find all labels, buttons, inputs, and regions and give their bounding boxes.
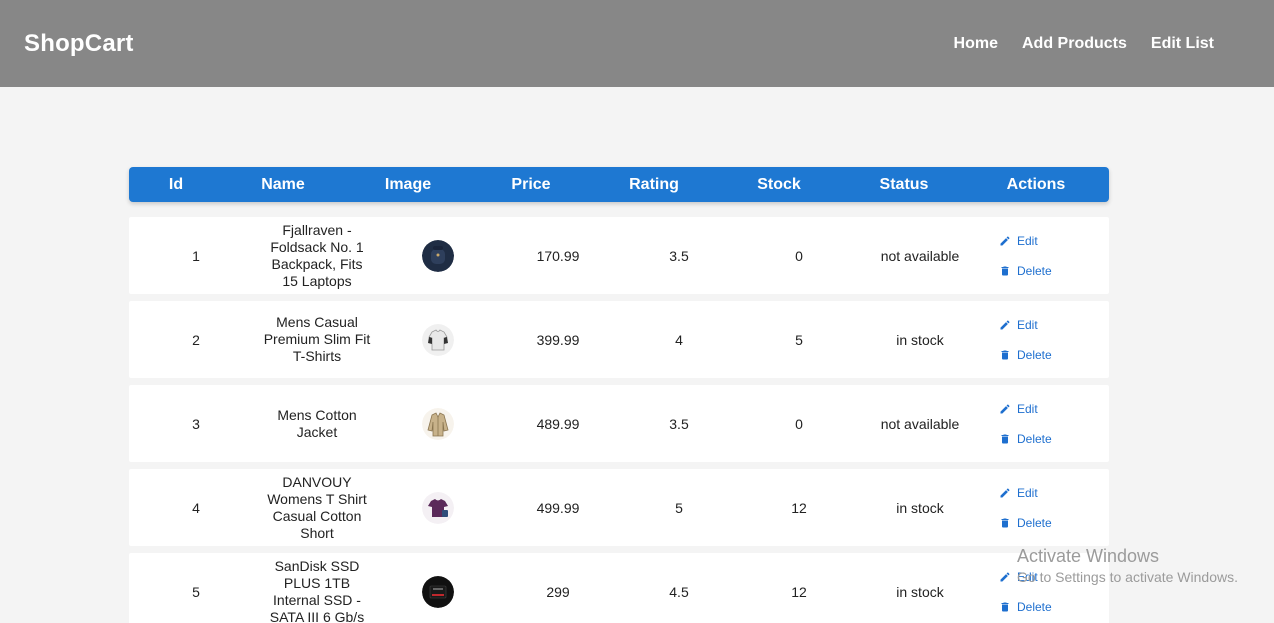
cell-id: 4 <box>192 499 200 516</box>
table-row: 4 DANVOUY Womens T Shirt Casual Cotton S… <box>129 469 1109 546</box>
trash-icon <box>1001 602 1009 611</box>
header-name: Name <box>261 175 305 193</box>
cell-status: not available <box>880 415 960 432</box>
cell-image <box>371 323 505 356</box>
delete-button[interactable]: Delete <box>999 600 1109 614</box>
delete-label: Delete <box>1017 431 1052 446</box>
cell-stock: 5 <box>795 331 803 348</box>
edit-button[interactable]: Edit <box>999 402 1109 416</box>
cell-stock: 12 <box>791 499 807 516</box>
cell-name: DANVOUY Womens T Shirt Casual Cotton Sho… <box>267 473 367 541</box>
trash-icon <box>1001 518 1009 527</box>
cell-price: 170.99 <box>536 247 580 264</box>
edit-label: Edit <box>1017 401 1038 416</box>
products-table: Id Name Image Price Rating Stock Status … <box>129 167 1109 623</box>
cell-rating: 3.5 <box>669 247 689 264</box>
pencil-icon <box>1000 403 1010 413</box>
jacket-icon <box>422 407 454 440</box>
delete-button[interactable]: Delete <box>999 348 1109 362</box>
brand-logo[interactable]: ShopCart <box>24 29 134 57</box>
table-body: 1 Fjallraven - Foldsack No. 1 Backpack, … <box>129 217 1109 623</box>
cell-id: 3 <box>192 415 200 432</box>
edit-button[interactable]: Edit <box>999 486 1109 500</box>
cell-image <box>371 491 505 524</box>
trash-icon <box>1001 434 1009 443</box>
delete-label: Delete <box>1017 347 1052 362</box>
delete-label: Delete <box>1017 515 1052 530</box>
nav-links: Home Add Products Edit List <box>954 35 1214 53</box>
cell-name: Mens Casual Premium Slim Fit T-Shirts <box>263 314 371 364</box>
nav-link-edit-list[interactable]: Edit List <box>1150 34 1214 52</box>
header-id: Id <box>168 175 184 193</box>
header-actions: Actions <box>1006 175 1066 193</box>
table-row: 3 Mens Cotton Jacket 489.99 3.5 0 not av… <box>129 385 1109 462</box>
cell-stock: 0 <box>795 247 803 264</box>
backpack-icon <box>422 239 454 272</box>
cell-image <box>371 239 505 272</box>
edit-label: Edit <box>1017 233 1038 248</box>
cell-actions: Edit Delete <box>989 234 1109 278</box>
ssd-icon <box>422 575 454 608</box>
cell-name: SanDisk SSD PLUS 1TB Internal SSD - SATA… <box>269 557 365 623</box>
nav-link-home[interactable]: Home <box>953 34 998 52</box>
edit-label: Edit <box>1017 317 1038 332</box>
table-row: 5 SanDisk SSD PLUS 1TB Internal SSD - SA… <box>129 553 1109 623</box>
cell-rating: 5 <box>675 499 683 516</box>
delete-button[interactable]: Delete <box>999 264 1109 278</box>
pencil-icon <box>1000 487 1010 497</box>
cell-price: 299 <box>546 583 570 600</box>
cell-name: Mens Cotton Jacket <box>277 406 357 440</box>
cell-image <box>371 407 505 440</box>
table-header: Id Name Image Price Rating Stock Status … <box>129 167 1109 202</box>
cell-id: 2 <box>192 331 200 348</box>
cell-actions: Edit Delete <box>989 402 1109 446</box>
delete-label: Delete <box>1017 263 1052 278</box>
delete-button[interactable]: Delete <box>999 516 1109 530</box>
cell-price: 399.99 <box>536 331 580 348</box>
pencil-icon <box>1000 571 1010 581</box>
trash-icon <box>1001 266 1009 275</box>
table-row: 2 Mens Casual Premium Slim Fit T-Shirts … <box>129 301 1109 378</box>
nav-link-add-products[interactable]: Add Products <box>1022 34 1127 52</box>
cell-stock: 12 <box>791 583 807 600</box>
cell-name: Fjallraven - Foldsack No. 1 Backpack, Fi… <box>270 221 364 289</box>
tshirt-icon <box>422 323 454 356</box>
edit-label: Edit <box>1017 485 1038 500</box>
edit-button[interactable]: Edit <box>999 570 1109 584</box>
header-rating: Rating <box>629 175 679 193</box>
pencil-icon <box>1000 319 1010 329</box>
cell-price: 499.99 <box>536 499 580 516</box>
womens-tshirt-icon <box>422 491 454 524</box>
pencil-icon <box>1000 235 1010 245</box>
cell-status: in stock <box>896 583 944 600</box>
edit-button[interactable]: Edit <box>999 318 1109 332</box>
cell-rating: 3.5 <box>669 415 689 432</box>
header-stock: Stock <box>757 175 801 193</box>
cell-rating: 4 <box>675 331 683 348</box>
delete-label: Delete <box>1017 599 1052 614</box>
header-price: Price <box>511 175 551 193</box>
cell-id: 1 <box>192 247 200 264</box>
cell-actions: Edit Delete <box>989 318 1109 362</box>
cell-status: in stock <box>896 499 944 516</box>
edit-label: Edit <box>1017 569 1038 584</box>
cell-actions: Edit Delete <box>989 570 1109 614</box>
cell-actions: Edit Delete <box>989 486 1109 530</box>
cell-id: 5 <box>192 583 200 600</box>
navbar: ShopCart Home Add Products Edit List <box>0 0 1274 87</box>
header-status: Status <box>879 175 929 193</box>
edit-button[interactable]: Edit <box>999 234 1109 248</box>
trash-icon <box>1001 350 1009 359</box>
delete-button[interactable]: Delete <box>999 432 1109 446</box>
cell-price: 489.99 <box>536 415 580 432</box>
cell-stock: 0 <box>795 415 803 432</box>
header-image: Image <box>384 175 432 193</box>
cell-rating: 4.5 <box>669 583 689 600</box>
cell-status: in stock <box>896 331 944 348</box>
cell-image <box>371 575 505 608</box>
table-row: 1 Fjallraven - Foldsack No. 1 Backpack, … <box>129 217 1109 294</box>
cell-status: not available <box>880 247 960 264</box>
